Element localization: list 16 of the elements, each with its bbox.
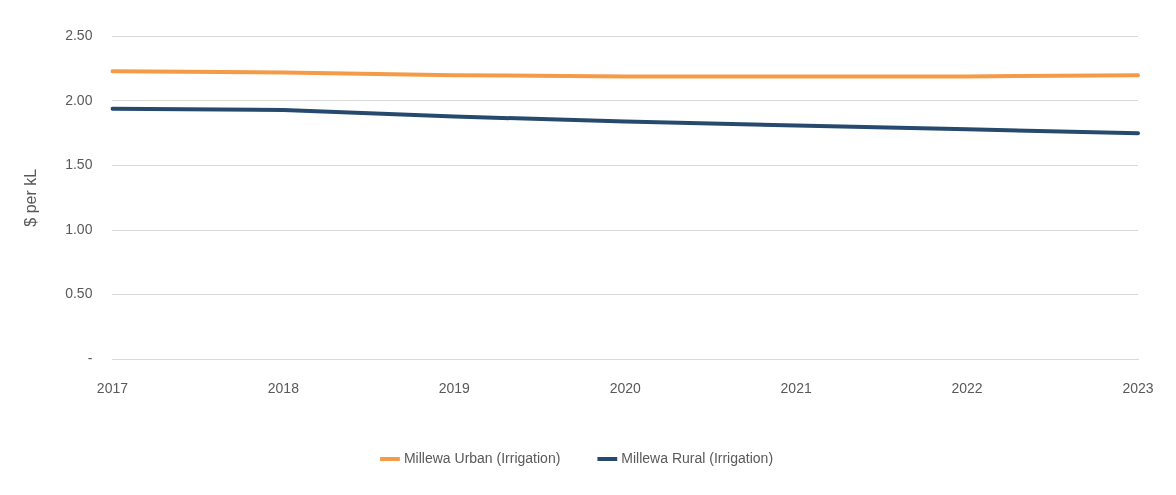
y-tick-label: 1.50 bbox=[65, 156, 93, 173]
x-tick-label: 2022 bbox=[951, 380, 983, 397]
legend-label: Millewa Urban (Irrigation) bbox=[403, 449, 561, 466]
x-tick-label: 2019 bbox=[438, 380, 471, 397]
x-tick-label: 2018 bbox=[267, 380, 300, 397]
y-tick-label: 1.00 bbox=[65, 220, 93, 237]
y-axis-title: $ per kL bbox=[22, 168, 40, 227]
x-tick-label: 2023 bbox=[1122, 380, 1154, 397]
y-tick-label: 2.00 bbox=[65, 91, 93, 108]
x-tick-label: 2021 bbox=[780, 380, 812, 397]
y-tick-label: - bbox=[87, 350, 93, 367]
x-tick-label: 2017 bbox=[96, 380, 129, 397]
legend-label: Millewa Rural (Irrigation) bbox=[621, 449, 774, 466]
x-tick-label: 2020 bbox=[609, 380, 641, 397]
y-tick-label: 2.50 bbox=[65, 27, 93, 44]
y-tick-label: 0.50 bbox=[65, 285, 93, 302]
